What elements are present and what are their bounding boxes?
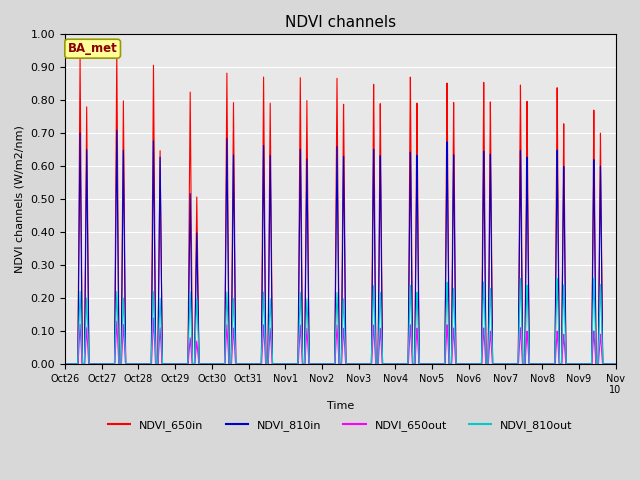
NDVI_810in — [113, 128, 120, 133]
NDVI_650out — [61, 361, 69, 367]
X-axis label: Time: Time — [326, 401, 354, 411]
Text: BA_met: BA_met — [68, 42, 118, 55]
Title: NDVI channels: NDVI channels — [285, 15, 396, 30]
NDVI_810out — [590, 276, 598, 281]
NDVI_650in — [113, 48, 120, 54]
NDVI_650out — [612, 361, 620, 367]
NDVI_810out — [179, 361, 187, 367]
Legend: NDVI_650in, NDVI_810in, NDVI_650out, NDVI_810out: NDVI_650in, NDVI_810in, NDVI_650out, NDV… — [104, 416, 577, 435]
NDVI_810in — [610, 361, 618, 367]
NDVI_810in — [417, 361, 424, 367]
NDVI_810in — [61, 361, 69, 367]
NDVI_650in — [61, 361, 69, 367]
Line: NDVI_810out: NDVI_810out — [65, 278, 616, 364]
NDVI_650out — [610, 361, 618, 367]
NDVI_810in — [268, 244, 275, 250]
NDVI_650in — [417, 361, 424, 367]
NDVI_810in — [179, 361, 187, 367]
NDVI_810in — [173, 361, 181, 367]
NDVI_810out — [495, 361, 502, 367]
NDVI_810out — [612, 361, 620, 367]
NDVI_810in — [612, 361, 620, 367]
NDVI_650out — [495, 361, 502, 367]
Line: NDVI_650out: NDVI_650out — [65, 318, 616, 364]
NDVI_650in — [610, 361, 618, 367]
NDVI_650in — [268, 215, 275, 220]
NDVI_810in — [495, 361, 502, 367]
NDVI_650out — [268, 343, 275, 348]
NDVI_650in — [173, 361, 181, 367]
NDVI_650in — [612, 361, 620, 367]
NDVI_650out — [179, 361, 187, 367]
NDVI_650in — [495, 361, 502, 367]
NDVI_650out — [150, 315, 157, 321]
NDVI_650in — [179, 361, 187, 367]
NDVI_810out — [268, 320, 275, 325]
NDVI_810out — [417, 361, 424, 367]
NDVI_810out — [173, 361, 181, 367]
Y-axis label: NDVI channels (W/m2/nm): NDVI channels (W/m2/nm) — [15, 125, 25, 273]
Line: NDVI_810in: NDVI_810in — [65, 131, 616, 364]
NDVI_650out — [173, 361, 181, 367]
NDVI_650out — [417, 361, 424, 367]
Line: NDVI_650in: NDVI_650in — [65, 51, 616, 364]
NDVI_810out — [61, 361, 69, 367]
NDVI_810out — [610, 361, 618, 367]
